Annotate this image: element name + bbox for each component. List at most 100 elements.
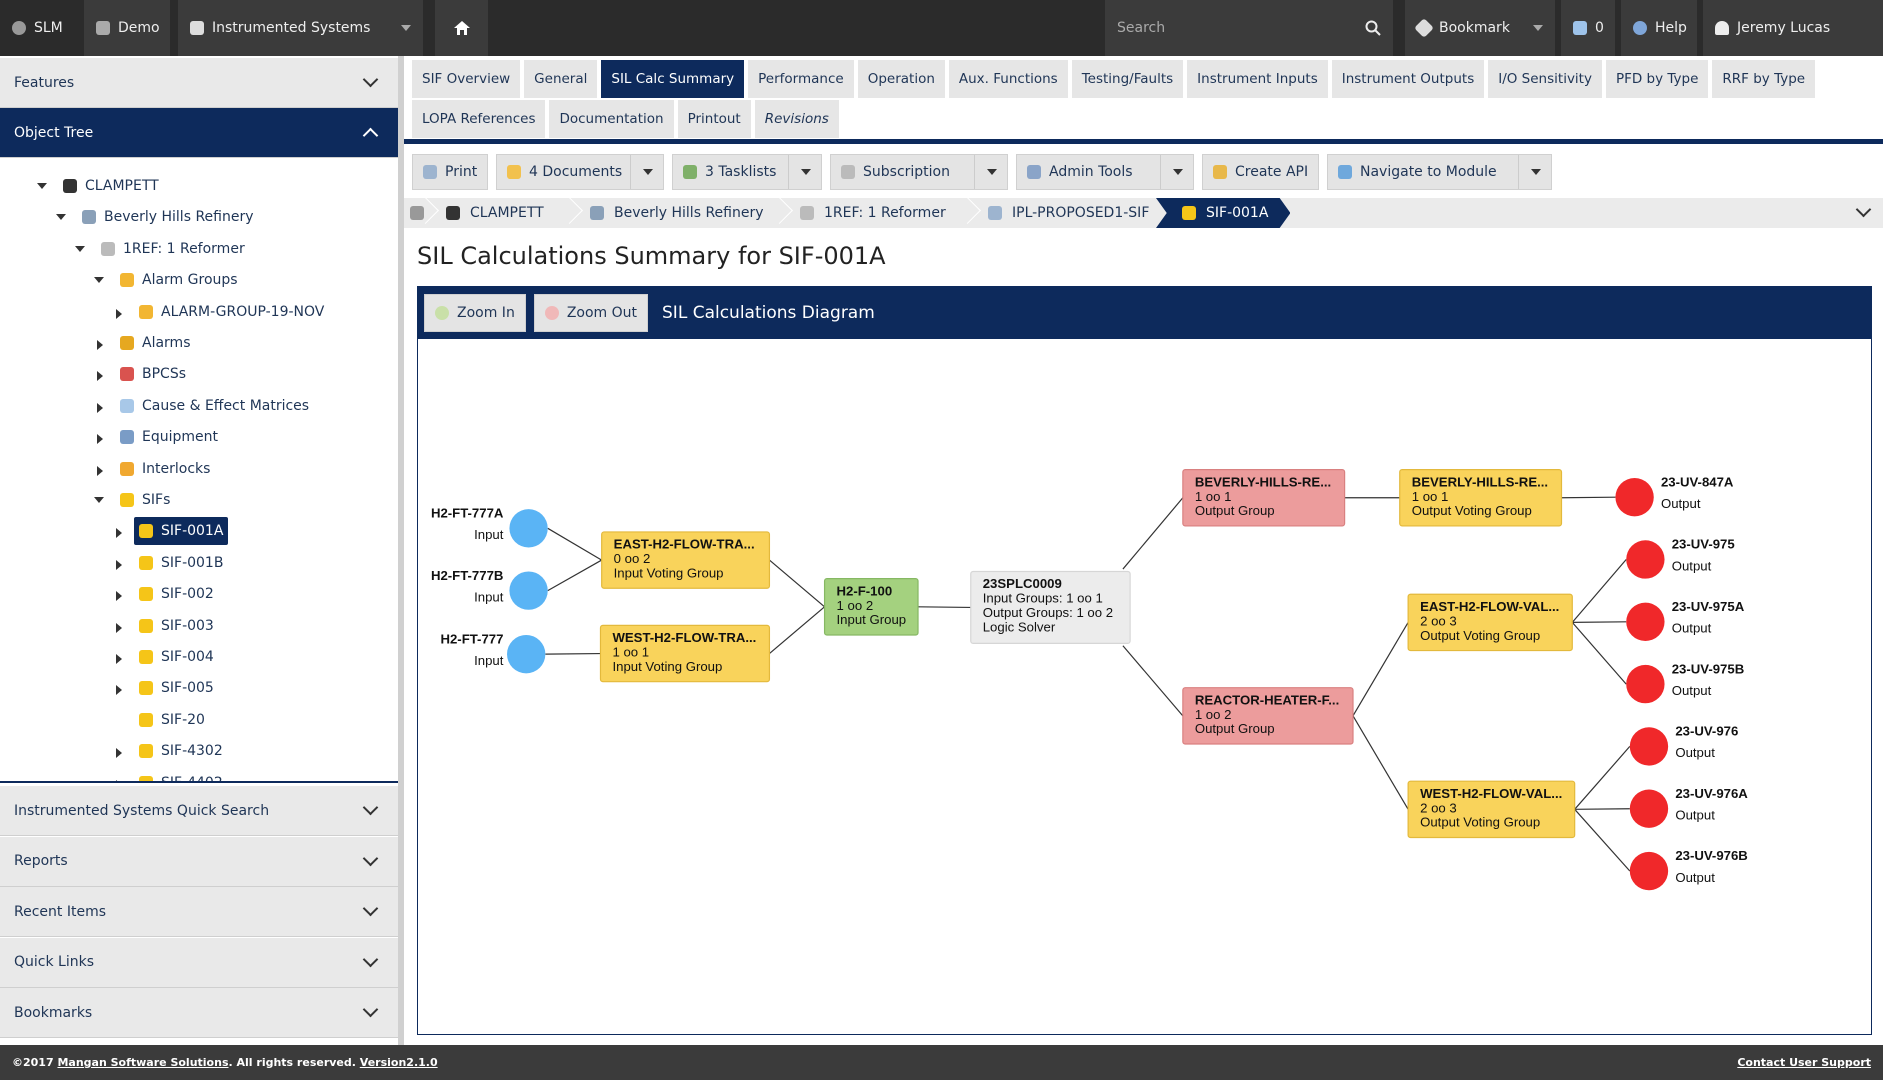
tree-item[interactable]: SIF-4302 bbox=[134, 737, 228, 765]
block-node[interactable] bbox=[823, 578, 919, 636]
tree-caret[interactable] bbox=[97, 465, 103, 476]
dropdown-toggle[interactable] bbox=[974, 155, 997, 189]
tree-item[interactable]: SIF-003 bbox=[134, 612, 219, 640]
zoom-out-button[interactable]: Zoom Out bbox=[533, 294, 649, 332]
module-menu[interactable]: Instrumented Systems bbox=[178, 0, 423, 56]
tab[interactable]: Performance bbox=[748, 60, 854, 98]
home-button[interactable] bbox=[435, 0, 488, 56]
collapse-chevron[interactable] bbox=[1855, 201, 1872, 218]
tab[interactable]: SIF Overview bbox=[412, 60, 521, 98]
dropdown-toggle[interactable] bbox=[788, 155, 811, 189]
input-node[interactable] bbox=[507, 634, 546, 674]
support-link[interactable]: Contact User Support bbox=[1737, 1056, 1871, 1069]
toolbar-button[interactable]: Print bbox=[412, 154, 488, 190]
sidebar-panel-header[interactable]: Instrumented Systems Quick Search bbox=[0, 786, 398, 836]
tree-caret[interactable] bbox=[116, 779, 122, 781]
tree-item[interactable]: ALARM-GROUP-19-NOV bbox=[134, 298, 329, 326]
toolbar-button[interactable]: Navigate to Module bbox=[1327, 154, 1552, 190]
tab[interactable]: Revisions bbox=[754, 100, 839, 138]
site-menu[interactable]: Demo bbox=[84, 0, 170, 56]
tree-item[interactable]: SIF-20 bbox=[134, 706, 210, 734]
tree-caret[interactable] bbox=[37, 183, 47, 189]
tree-item[interactable]: Beverly Hills Refinery bbox=[77, 203, 259, 231]
toolbar-button[interactable]: Subscription bbox=[830, 154, 1008, 190]
dropdown-toggle[interactable] bbox=[1518, 155, 1541, 189]
tab[interactable]: RRF by Type bbox=[1712, 60, 1816, 98]
output-node[interactable] bbox=[1629, 851, 1669, 891]
tab[interactable]: SIL Calc Summary bbox=[601, 60, 745, 98]
splitter[interactable] bbox=[398, 56, 404, 1045]
crumb[interactable]: SIF-001A bbox=[1156, 198, 1291, 228]
help-button[interactable]: Help bbox=[1621, 0, 1697, 56]
tree-caret[interactable] bbox=[75, 245, 85, 252]
tree-item[interactable]: SIF-002 bbox=[134, 580, 219, 608]
tab[interactable]: Aux. Functions bbox=[948, 60, 1068, 98]
output-node[interactable] bbox=[1626, 540, 1665, 579]
tree-caret[interactable] bbox=[116, 622, 122, 633]
tab[interactable]: I/O Sensitivity bbox=[1488, 60, 1602, 98]
dropdown-toggle[interactable] bbox=[1160, 155, 1183, 189]
tree-caret[interactable] bbox=[97, 434, 103, 445]
features-header[interactable]: Features bbox=[0, 58, 398, 108]
bookmark-menu[interactable]: Bookmark bbox=[1405, 0, 1555, 56]
crumb[interactable]: 1REF: 1 Reformer bbox=[800, 198, 946, 228]
tree-item[interactable]: SIF-4402 bbox=[134, 769, 228, 781]
tree-caret[interactable] bbox=[97, 340, 103, 350]
block-node[interactable] bbox=[1182, 469, 1346, 527]
input-node[interactable] bbox=[509, 571, 548, 610]
tree-caret[interactable] bbox=[116, 591, 122, 602]
tab[interactable]: Printout bbox=[677, 100, 751, 138]
toolbar-button[interactable]: Create API bbox=[1202, 154, 1319, 190]
tree-item[interactable]: SIFs bbox=[115, 486, 175, 514]
sidebar-panel-header[interactable]: Reports bbox=[0, 836, 398, 887]
object-tree-header[interactable]: Object Tree bbox=[0, 108, 398, 158]
tree-item[interactable]: Cause & Effect Matrices bbox=[115, 392, 314, 420]
tree-item[interactable]: Alarm Groups bbox=[115, 266, 243, 294]
tree-item[interactable]: SIF-001B bbox=[134, 549, 228, 577]
block-node[interactable] bbox=[599, 624, 771, 683]
input-node[interactable] bbox=[509, 509, 548, 548]
block-node[interactable] bbox=[601, 531, 771, 589]
tree-caret[interactable] bbox=[97, 371, 103, 382]
crumb[interactable]: IPL-PROPOSED1-SIF bbox=[988, 198, 1149, 228]
toolbar-button[interactable]: Admin Tools bbox=[1016, 154, 1194, 190]
tab[interactable]: Instrument Inputs bbox=[1187, 60, 1328, 98]
tab[interactable]: LOPA References bbox=[412, 100, 546, 138]
tree-caret[interactable] bbox=[94, 497, 104, 503]
tree-item[interactable]: BPCSs bbox=[115, 360, 191, 388]
search-box[interactable]: Search bbox=[1105, 0, 1393, 56]
toolbar-button[interactable]: 4 Documents bbox=[496, 154, 664, 190]
tree-item[interactable]: CLAMPETT bbox=[58, 172, 164, 200]
tree-item[interactable]: SIF-004 bbox=[134, 643, 219, 671]
tab[interactable]: Instrument Outputs bbox=[1331, 60, 1485, 98]
tree-item[interactable]: SIF-005 bbox=[134, 674, 219, 702]
output-node[interactable] bbox=[1626, 664, 1665, 704]
block-node[interactable] bbox=[1399, 469, 1563, 527]
output-node[interactable] bbox=[1629, 789, 1669, 828]
tab[interactable]: General bbox=[524, 60, 598, 98]
crumb[interactable]: Beverly Hills Refinery bbox=[590, 198, 764, 228]
tree-caret[interactable] bbox=[116, 685, 122, 696]
home-crumb[interactable] bbox=[410, 206, 424, 220]
tree-item[interactable]: Interlocks bbox=[115, 455, 215, 483]
inbox-button[interactable]: 0 bbox=[1561, 0, 1615, 56]
tab[interactable]: Documentation bbox=[549, 100, 674, 138]
block-node[interactable] bbox=[970, 570, 1131, 644]
tree-caret[interactable] bbox=[97, 402, 103, 413]
sidebar-panel-header[interactable]: Recent Items bbox=[0, 887, 398, 937]
tree-caret[interactable] bbox=[116, 308, 122, 319]
output-node[interactable] bbox=[1615, 478, 1654, 517]
sidebar-panel-header[interactable]: Bookmarks bbox=[0, 988, 398, 1038]
tree-caret[interactable] bbox=[116, 559, 122, 570]
tab[interactable]: Operation bbox=[857, 60, 945, 98]
company-link[interactable]: Mangan Software Solutions bbox=[57, 1056, 229, 1069]
tab[interactable]: Testing/Faults bbox=[1071, 60, 1184, 98]
app-menu[interactable]: SLM bbox=[0, 0, 80, 56]
tree-caret[interactable] bbox=[94, 277, 104, 284]
crumb[interactable]: CLAMPETT bbox=[446, 198, 544, 228]
tree-item[interactable]: 1REF: 1 Reformer bbox=[96, 235, 250, 263]
tree-item[interactable]: Alarms bbox=[115, 329, 196, 357]
sidebar-panel-header[interactable]: Quick Links bbox=[0, 937, 398, 988]
output-node[interactable] bbox=[1626, 602, 1665, 641]
block-node[interactable] bbox=[1182, 687, 1354, 745]
